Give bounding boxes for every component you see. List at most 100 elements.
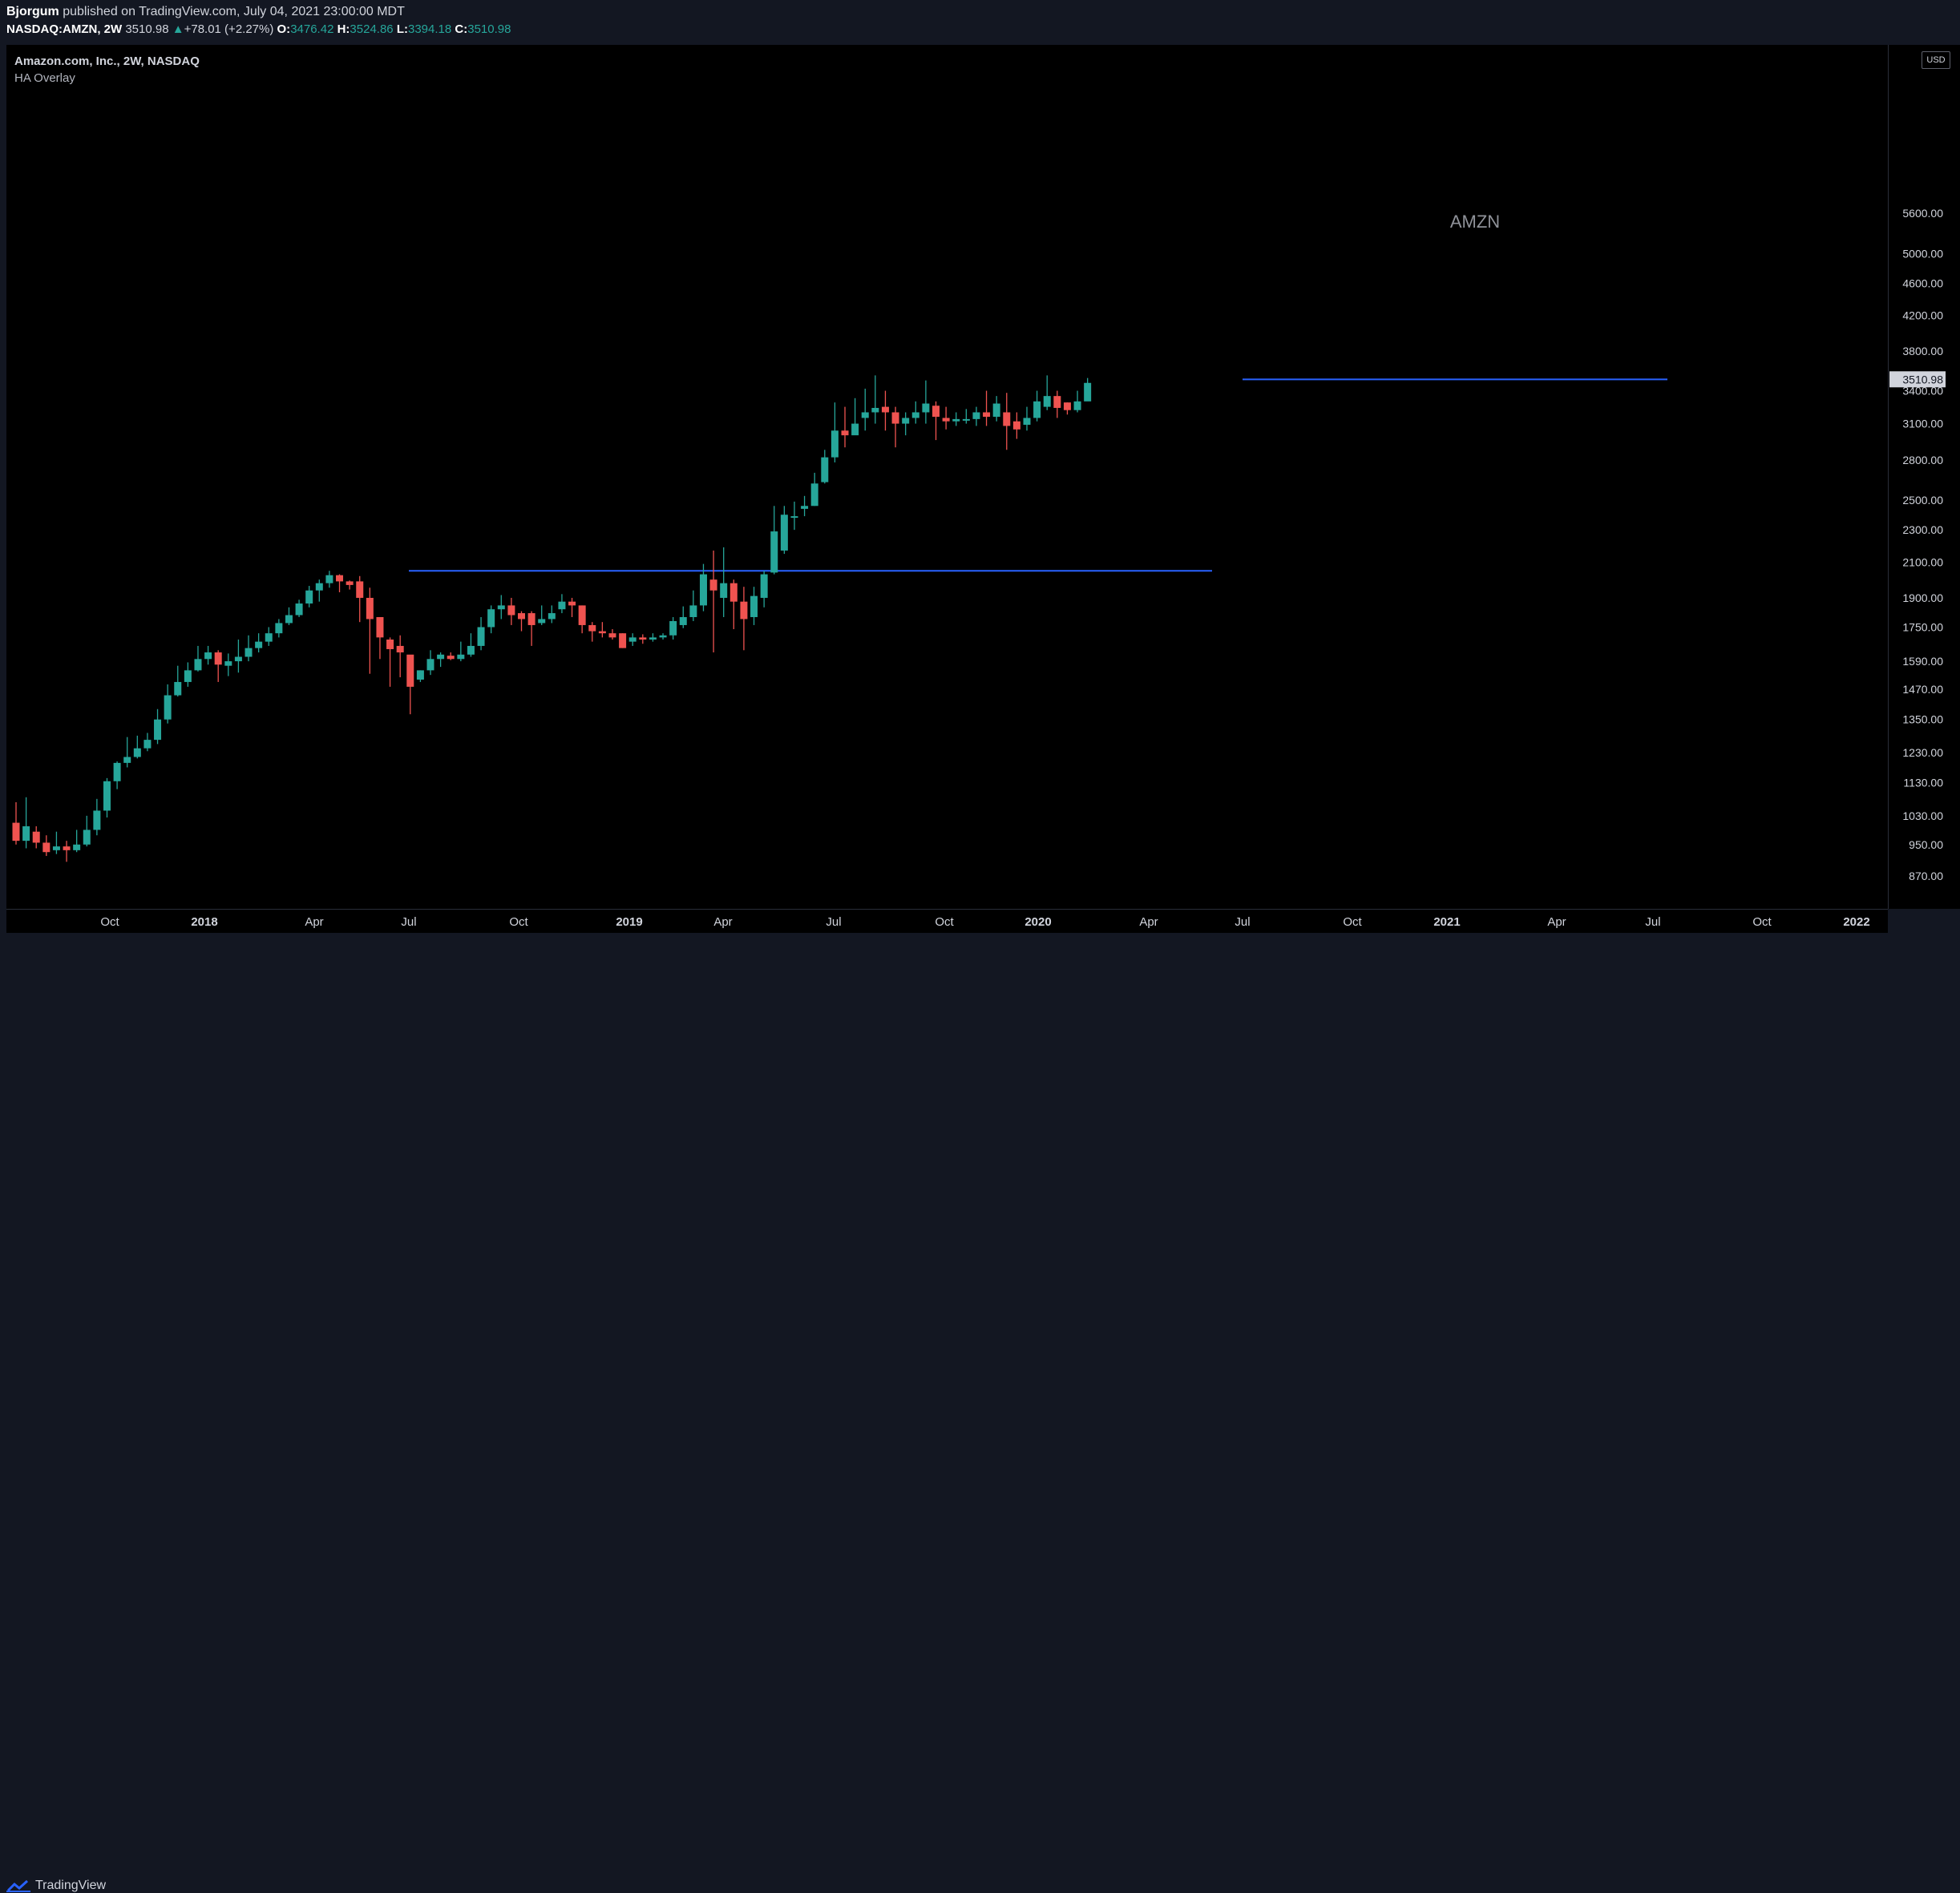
y-tick-label: 2300.00: [1902, 523, 1943, 536]
candle-body: [447, 656, 455, 660]
legend-indicator[interactable]: HA Overlay: [14, 71, 75, 85]
candle-body: [841, 430, 849, 436]
candle-body: [1063, 402, 1071, 410]
candle-body: [628, 637, 636, 642]
y-tick-label: 3100.00: [1902, 418, 1943, 430]
y-tick-label: 5000.00: [1902, 247, 1943, 260]
chart-area[interactable]: [6, 45, 1888, 933]
x-tick-label: Oct: [935, 915, 954, 929]
x-tick-label: Jul: [826, 915, 841, 929]
candle-body: [244, 648, 253, 657]
candle-body: [932, 406, 940, 418]
candle-body: [457, 654, 465, 660]
candle-body: [992, 403, 1000, 418]
y-tick-label: 1030.00: [1902, 809, 1943, 822]
y-tick-label: 2800.00: [1902, 454, 1943, 466]
y-tick-label: 1750.00: [1902, 620, 1943, 633]
candle-body: [103, 781, 111, 811]
candle-body: [720, 583, 728, 598]
y-tick-label: 1230.00: [1902, 746, 1943, 759]
low-label: L:: [396, 22, 408, 36]
candle-body: [558, 601, 566, 610]
currency-badge[interactable]: USD: [1922, 51, 1950, 69]
chart-legend: Amazon.com, Inc., 2W, NASDAQ HA Overlay: [14, 53, 200, 87]
candle-body: [416, 670, 424, 680]
candle-body: [305, 590, 313, 604]
candle-body: [386, 639, 394, 649]
candle-body: [780, 515, 788, 551]
candle-body: [336, 575, 344, 582]
y-tick-label: 5600.00: [1902, 207, 1943, 220]
candle-body: [911, 412, 919, 418]
candle-body: [851, 423, 859, 436]
candle-body: [406, 654, 414, 687]
candle-body: [83, 829, 91, 845]
candle-body: [578, 605, 586, 625]
candle-body: [1053, 396, 1061, 408]
tradingview-logo-icon: [6, 1879, 30, 1892]
time-axis[interactable]: [6, 909, 1888, 934]
candle-body: [588, 624, 596, 632]
x-tick-label: 2018: [191, 915, 217, 929]
candle-body: [356, 581, 364, 598]
brand-label: TradingView: [35, 1879, 107, 1892]
candle-body: [12, 822, 20, 842]
y-tick-label: 1350.00: [1902, 713, 1943, 726]
symbol-label: NASDAQ:AMZN, 2W: [6, 22, 123, 36]
last-price-label: 3510.98: [1902, 373, 1943, 385]
candle-body: [861, 412, 869, 418]
candle-body: [437, 654, 445, 660]
close-value: 3510.98: [467, 22, 511, 36]
candle-body: [224, 661, 232, 666]
legend-title[interactable]: Amazon.com, Inc., 2W, NASDAQ: [14, 54, 200, 68]
x-tick-label: Oct: [1752, 915, 1772, 929]
candle-body: [740, 601, 748, 620]
candle-body: [881, 406, 889, 413]
candle-body: [608, 633, 616, 638]
y-tick-label: 4600.00: [1902, 276, 1943, 289]
x-tick-label: Jul: [1645, 915, 1660, 929]
candlestick-chart[interactable]: AMZN 5600.00 5000.00 4600.00 4200.00 3800.00 3…: [0, 0, 1960, 933]
y-tick-label: 2100.00: [1902, 556, 1943, 569]
candle-body: [821, 457, 829, 482]
open-label: O:: [277, 22, 291, 36]
y-tick-label: 950.00: [1909, 838, 1943, 851]
candle-body: [669, 620, 677, 636]
candle-body: [1012, 421, 1020, 430]
tradingview-brand[interactable]: TradingView: [6, 1879, 106, 1893]
open-value: 3476.42: [290, 22, 334, 36]
x-tick-label: Oct: [509, 915, 528, 929]
candle-body: [325, 575, 333, 583]
candle-body: [810, 483, 818, 507]
candle-body: [154, 719, 162, 741]
publish-text: published on TradingView.com, July 04, 2…: [59, 5, 405, 18]
candle-body: [1073, 401, 1081, 410]
x-tick-label: Jul: [1235, 915, 1250, 929]
candle-body: [204, 652, 212, 660]
candle-body: [962, 418, 970, 421]
candle-body: [52, 846, 60, 850]
candle-body: [32, 831, 40, 843]
candle-body: [922, 403, 930, 413]
candle-body: [295, 603, 303, 616]
candle-body: [234, 656, 242, 662]
close-label: C:: [455, 22, 468, 36]
candle-body: [699, 574, 707, 606]
candle-body: [164, 695, 172, 720]
candle-body: [770, 531, 778, 573]
candle-body: [467, 645, 475, 655]
candle-body: [891, 412, 899, 424]
candle-body: [396, 645, 404, 653]
x-tick-label: Apr: [1547, 915, 1566, 929]
candle-body: [983, 412, 991, 418]
y-tick-label: 3800.00: [1902, 345, 1943, 357]
x-tick-label: Apr: [305, 915, 323, 929]
candle-body: [952, 418, 960, 422]
candle-body: [255, 641, 263, 648]
price-axis[interactable]: [1888, 45, 1960, 909]
candle-body: [649, 637, 657, 640]
candle-body: [689, 605, 697, 617]
author-name[interactable]: Bjorgum: [6, 5, 59, 18]
candle-body: [709, 579, 717, 591]
high-label: H:: [337, 22, 350, 36]
